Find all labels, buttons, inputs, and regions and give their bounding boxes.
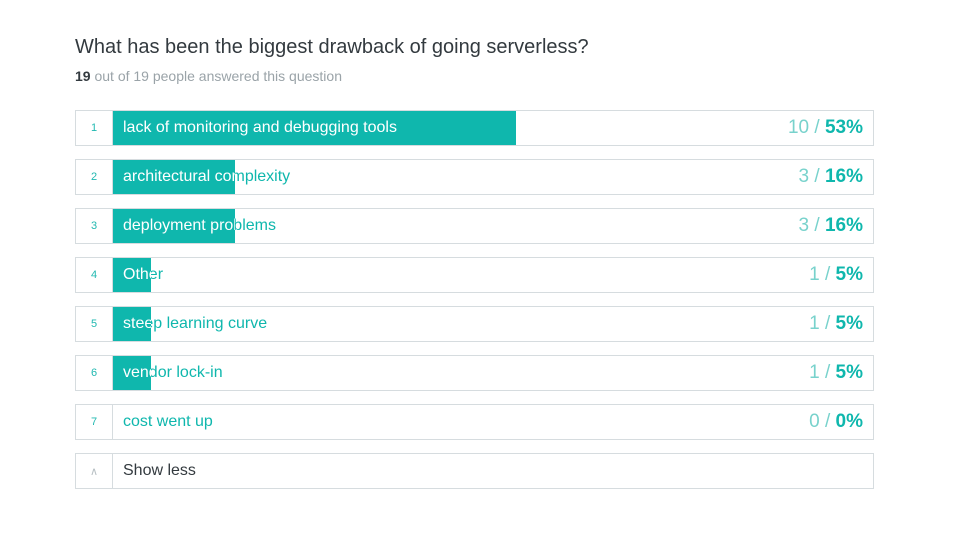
bar-count: 0: [809, 411, 820, 432]
result-row: 2 architectural complexity architectural c…: [75, 159, 874, 195]
bar-label: cost went upcost went up: [123, 413, 213, 430]
bar-track: architectural complexity architectural co…: [113, 160, 873, 194]
show-less-label[interactable]: Show less: [123, 462, 196, 479]
bar-value-label: 1 / 5%: [809, 264, 863, 285]
bar: [113, 160, 235, 194]
result-index: 4: [76, 258, 113, 292]
result-index: 1: [76, 111, 113, 145]
bar-track: cost went upcost went up 0 / 0%: [113, 405, 873, 439]
bar-track: OtherOther 1 / 5%: [113, 258, 873, 292]
bar-percent: 16%: [824, 166, 863, 187]
bar-value-label: 10 / 53%: [787, 117, 863, 138]
bar-label: vendor lock-invendor lock-in: [123, 364, 223, 381]
bar: [113, 258, 151, 292]
result-row: 1 lack of monitoring and debugging tools l…: [75, 110, 874, 146]
bar-track: steep learning curvesteep learning curve…: [113, 307, 873, 341]
answered-count: 19: [75, 68, 91, 84]
bar-label: steep learning curvesteep learning curve: [123, 315, 268, 332]
bar: [113, 209, 235, 243]
bar: [113, 356, 151, 390]
bar-value-label: 1 / 5%: [809, 313, 863, 334]
bar-value-label: 3 / 16%: [798, 215, 863, 236]
result-row: 4 OtherOther 1 / 5%: [75, 257, 874, 293]
response-summary: 19 out of 19 people answered this questi…: [75, 68, 342, 84]
bar-value-label: 3 / 16%: [798, 166, 863, 187]
bar-value-label: 1 / 5%: [809, 362, 863, 383]
result-index: 6: [76, 356, 113, 390]
bar-percent: 0%: [835, 411, 863, 432]
bar: [113, 307, 151, 341]
bar-value-label: 0 / 0%: [809, 411, 863, 432]
bar-count: 1: [809, 264, 820, 285]
result-row: 7 cost went upcost went up 0 / 0%: [75, 404, 874, 440]
bar-percent: 5%: [835, 264, 863, 285]
bar-count: 1: [809, 362, 820, 383]
bar-label: lack of monitoring and debugging tools la…: [123, 119, 397, 136]
bar: [113, 111, 516, 145]
answered-text: out of 19 people answered this question: [94, 68, 342, 84]
bar-count: 10: [787, 117, 810, 138]
result-index: 5: [76, 307, 113, 341]
bar-track: vendor lock-invendor lock-in 1 / 5%: [113, 356, 873, 390]
bar-percent: 53%: [824, 117, 863, 138]
chevron-up-icon: ∧: [76, 454, 113, 488]
bar-percent: 5%: [835, 313, 863, 334]
bar-count: 3: [798, 215, 810, 236]
result-row: 6 vendor lock-invendor lock-in 1 / 5%: [75, 355, 874, 391]
show-less-button[interactable]: ∧ Show less: [75, 453, 874, 489]
result-index: 3: [76, 209, 113, 243]
bar-percent: 5%: [835, 362, 863, 383]
result-index: 2: [76, 160, 113, 194]
bar-count: 1: [809, 313, 820, 334]
bar-label: OtherOther: [123, 266, 164, 283]
bar-count: 3: [798, 166, 810, 187]
results-list: 1 lack of monitoring and debugging tools l…: [75, 110, 874, 502]
bar-track: lack of monitoring and debugging tools la…: [113, 111, 873, 145]
bar-label: architectural complexity architectural co…: [123, 168, 291, 185]
bar-percent: 16%: [824, 215, 863, 236]
result-index: 7: [76, 405, 113, 439]
question-title: What has been the biggest drawback of go…: [75, 36, 589, 58]
